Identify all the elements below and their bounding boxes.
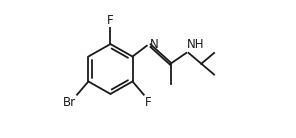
Text: F: F <box>144 96 151 109</box>
Text: F: F <box>107 14 114 27</box>
Text: Br: Br <box>63 96 76 109</box>
Text: NH: NH <box>186 38 204 51</box>
Text: N: N <box>149 39 158 51</box>
